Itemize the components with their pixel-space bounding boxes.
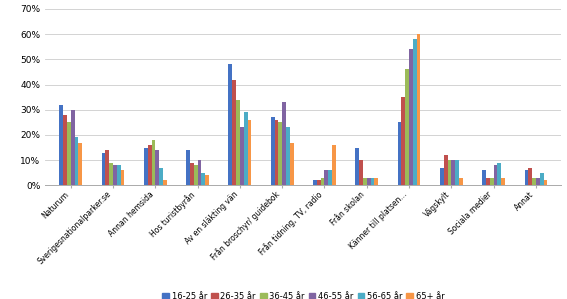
Bar bbox=[540, 173, 544, 185]
Bar bbox=[324, 170, 328, 185]
Bar bbox=[501, 178, 505, 185]
Bar bbox=[282, 102, 286, 185]
Bar bbox=[229, 64, 232, 185]
Bar bbox=[313, 180, 317, 185]
Bar bbox=[244, 112, 248, 185]
Bar bbox=[459, 178, 463, 185]
Bar bbox=[248, 120, 251, 185]
Bar bbox=[532, 178, 536, 185]
Bar bbox=[205, 175, 209, 185]
Bar bbox=[409, 49, 413, 185]
Bar bbox=[444, 155, 447, 185]
Bar bbox=[455, 160, 459, 185]
Bar bbox=[60, 105, 63, 185]
Bar bbox=[524, 170, 528, 185]
Bar bbox=[483, 170, 486, 185]
Bar bbox=[401, 97, 405, 185]
Bar bbox=[328, 170, 332, 185]
Bar bbox=[271, 117, 274, 185]
Bar bbox=[371, 178, 374, 185]
Bar bbox=[417, 34, 421, 185]
Bar bbox=[121, 170, 124, 185]
Bar bbox=[290, 143, 294, 185]
Bar bbox=[151, 140, 155, 185]
Bar bbox=[356, 148, 359, 185]
Bar bbox=[536, 178, 540, 185]
Bar bbox=[109, 163, 113, 185]
Bar bbox=[144, 148, 148, 185]
Bar bbox=[286, 127, 290, 185]
Bar bbox=[148, 145, 151, 185]
Bar bbox=[236, 100, 240, 185]
Bar bbox=[494, 165, 497, 185]
Bar bbox=[117, 165, 121, 185]
Bar bbox=[447, 160, 451, 185]
Bar bbox=[190, 163, 194, 185]
Bar bbox=[413, 39, 417, 185]
Bar bbox=[497, 163, 501, 185]
Bar bbox=[317, 180, 321, 185]
Bar bbox=[201, 173, 205, 185]
Bar bbox=[367, 178, 371, 185]
Bar bbox=[374, 178, 378, 185]
Bar bbox=[440, 168, 444, 185]
Bar bbox=[544, 180, 547, 185]
Bar bbox=[159, 168, 163, 185]
Bar bbox=[67, 122, 71, 185]
Bar bbox=[274, 120, 278, 185]
Bar bbox=[194, 165, 198, 185]
Bar bbox=[490, 178, 494, 185]
Bar bbox=[405, 69, 409, 185]
Legend: 16-25 år, 26-35 år, 36-45 år, 46-55 år, 56-65 år, 65+ år: 16-25 år, 26-35 år, 36-45 år, 46-55 år, … bbox=[162, 292, 445, 299]
Bar bbox=[528, 168, 532, 185]
Bar bbox=[78, 143, 82, 185]
Bar bbox=[113, 165, 117, 185]
Bar bbox=[278, 122, 282, 185]
Bar bbox=[363, 178, 367, 185]
Bar bbox=[359, 160, 363, 185]
Bar bbox=[240, 127, 244, 185]
Bar bbox=[397, 122, 401, 185]
Bar bbox=[198, 160, 201, 185]
Bar bbox=[74, 138, 78, 185]
Bar bbox=[63, 115, 67, 185]
Bar bbox=[71, 110, 74, 185]
Bar bbox=[451, 160, 455, 185]
Bar bbox=[163, 180, 167, 185]
Bar bbox=[101, 152, 105, 185]
Bar bbox=[332, 145, 336, 185]
Bar bbox=[321, 178, 324, 185]
Bar bbox=[486, 178, 490, 185]
Bar bbox=[186, 150, 190, 185]
Bar bbox=[105, 150, 109, 185]
Bar bbox=[155, 150, 159, 185]
Bar bbox=[232, 80, 236, 185]
